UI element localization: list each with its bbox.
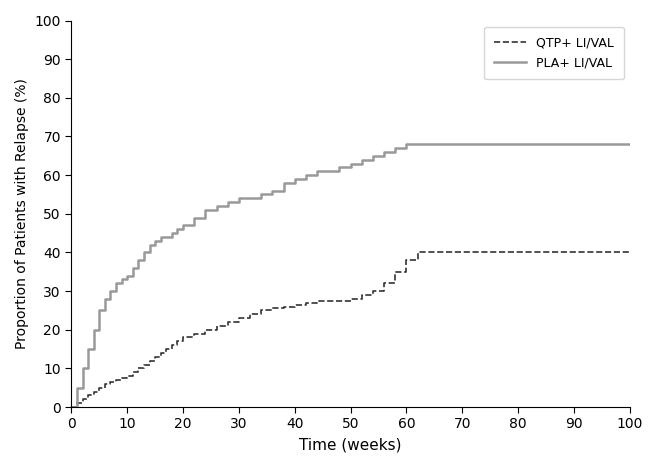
QTP+ LI/VAL	[84, 393, 92, 398]
PLA+ LI/VAL	[380, 149, 388, 155]
PLA+ LI/VAL	[157, 234, 164, 240]
PLA+ LI/VAL	[213, 203, 220, 209]
PLA+ LI/VAL	[101, 296, 109, 302]
PLA+ LI/VAL	[89, 327, 97, 333]
PLA+ LI/VAL	[358, 157, 366, 163]
QTP+ LI/VAL	[324, 298, 332, 304]
PLA+ LI/VAL	[336, 164, 343, 170]
QTP+ LI/VAL	[291, 302, 299, 307]
QTP+ LI/VAL	[134, 366, 142, 371]
PLA+ LI/VAL	[246, 196, 254, 201]
X-axis label: Time (weeks): Time (weeks)	[299, 437, 402, 452]
QTP+ LI/VAL	[107, 379, 114, 385]
QTP+ LI/VAL	[89, 389, 97, 394]
QTP+ LI/VAL	[358, 292, 366, 298]
PLA+ LI/VAL	[134, 257, 142, 263]
Legend: QTP+ LI/VAL, PLA+ LI/VAL: QTP+ LI/VAL, PLA+ LI/VAL	[484, 27, 624, 79]
QTP+ LI/VAL	[414, 250, 422, 255]
QTP+ LI/VAL	[163, 346, 170, 352]
QTP+ LI/VAL	[123, 373, 131, 379]
QTP+ LI/VAL	[380, 281, 388, 286]
QTP+ LI/VAL	[626, 250, 634, 255]
QTP+ LI/VAL	[235, 315, 243, 321]
PLA+ LI/VAL	[268, 188, 276, 193]
PLA+ LI/VAL	[129, 265, 137, 271]
PLA+ LI/VAL	[257, 191, 265, 197]
PLA+ LI/VAL	[392, 145, 399, 151]
QTP+ LI/VAL	[95, 385, 103, 390]
Y-axis label: Proportion of Patients with Relapse (%): Proportion of Patients with Relapse (%)	[15, 78, 29, 349]
PLA+ LI/VAL	[67, 404, 75, 410]
Line: QTP+ LI/VAL: QTP+ LI/VAL	[71, 253, 630, 407]
PLA+ LI/VAL	[151, 238, 159, 244]
QTP+ LI/VAL	[224, 319, 232, 325]
QTP+ LI/VAL	[78, 396, 86, 402]
PLA+ LI/VAL	[626, 142, 634, 147]
PLA+ LI/VAL	[112, 281, 120, 286]
PLA+ LI/VAL	[302, 172, 310, 178]
PLA+ LI/VAL	[324, 169, 332, 174]
PLA+ LI/VAL	[201, 207, 209, 212]
PLA+ LI/VAL	[179, 223, 187, 228]
QTP+ LI/VAL	[151, 354, 159, 360]
QTP+ LI/VAL	[268, 306, 276, 311]
QTP+ LI/VAL	[313, 298, 321, 304]
QTP+ LI/VAL	[112, 377, 120, 383]
QTP+ LI/VAL	[168, 342, 176, 348]
PLA+ LI/VAL	[123, 273, 131, 278]
QTP+ LI/VAL	[302, 300, 310, 305]
PLA+ LI/VAL	[369, 153, 377, 159]
PLA+ LI/VAL	[118, 276, 126, 282]
QTP+ LI/VAL	[201, 327, 209, 333]
QTP+ LI/VAL	[425, 250, 433, 255]
QTP+ LI/VAL	[174, 339, 182, 344]
QTP+ LI/VAL	[347, 296, 355, 302]
QTP+ LI/VAL	[280, 304, 288, 309]
PLA+ LI/VAL	[163, 234, 170, 240]
QTP+ LI/VAL	[140, 362, 148, 368]
QTP+ LI/VAL	[157, 350, 164, 356]
PLA+ LI/VAL	[190, 215, 198, 220]
QTP+ LI/VAL	[403, 257, 411, 263]
PLA+ LI/VAL	[145, 242, 153, 248]
QTP+ LI/VAL	[392, 269, 399, 275]
QTP+ LI/VAL	[73, 400, 81, 406]
QTP+ LI/VAL	[118, 375, 126, 381]
QTP+ LI/VAL	[369, 288, 377, 294]
PLA+ LI/VAL	[95, 308, 103, 313]
PLA+ LI/VAL	[235, 196, 243, 201]
PLA+ LI/VAL	[347, 161, 355, 166]
PLA+ LI/VAL	[224, 199, 232, 205]
PLA+ LI/VAL	[168, 230, 176, 236]
PLA+ LI/VAL	[313, 169, 321, 174]
PLA+ LI/VAL	[107, 288, 114, 294]
PLA+ LI/VAL	[291, 176, 299, 182]
QTP+ LI/VAL	[179, 335, 187, 340]
QTP+ LI/VAL	[257, 308, 265, 313]
PLA+ LI/VAL	[73, 385, 81, 390]
QTP+ LI/VAL	[145, 358, 153, 363]
PLA+ LI/VAL	[78, 366, 86, 371]
QTP+ LI/VAL	[336, 298, 343, 304]
QTP+ LI/VAL	[67, 404, 75, 410]
Line: PLA+ LI/VAL: PLA+ LI/VAL	[71, 144, 630, 407]
PLA+ LI/VAL	[84, 346, 92, 352]
PLA+ LI/VAL	[140, 250, 148, 255]
PLA+ LI/VAL	[174, 226, 182, 232]
QTP+ LI/VAL	[246, 311, 254, 317]
QTP+ LI/VAL	[213, 323, 220, 329]
QTP+ LI/VAL	[190, 331, 198, 336]
QTP+ LI/VAL	[430, 250, 438, 255]
PLA+ LI/VAL	[280, 180, 288, 186]
QTP+ LI/VAL	[129, 369, 137, 375]
QTP+ LI/VAL	[101, 381, 109, 387]
PLA+ LI/VAL	[403, 142, 411, 147]
